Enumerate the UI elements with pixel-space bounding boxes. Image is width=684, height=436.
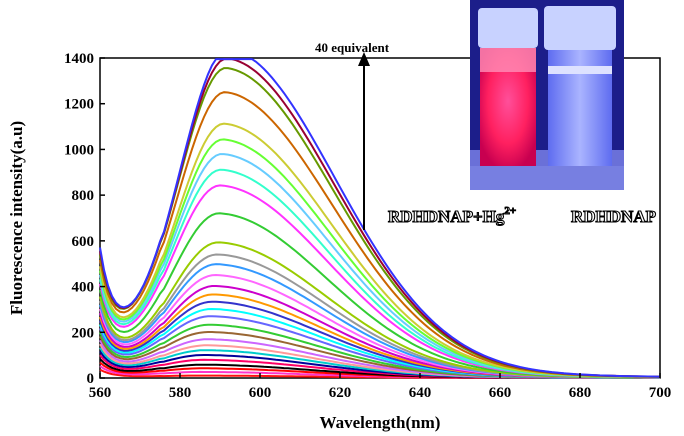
y-tick-label: 600 [72,234,95,250]
y-tick-label: 800 [72,188,95,204]
y-tick-label: 0 [87,371,95,387]
inset-photo [470,0,624,190]
x-tick-label: 620 [329,385,352,401]
vial-cap-right [544,6,616,50]
series-curve-30 [99,58,660,378]
y-axis-ticks: 0 200 400 600 800 1000 1200 1400 [64,51,105,387]
x-tick-label: 600 [249,385,272,401]
label-rdhdnap-hg: RDHDNAP+Hg2+ [388,205,516,226]
annotation-40-equivalent: 40 equivalent [315,40,390,55]
y-tick-label: 400 [72,280,95,296]
vial-cap-left [478,8,538,48]
increase-arrow-head [358,52,370,66]
x-tick-label: 580 [169,385,192,401]
y-tick-label: 1400 [64,51,94,67]
y-tick-label: 200 [72,325,95,341]
x-tick-label: 680 [569,385,592,401]
y-axis-title: Fluorescence intensity(a.u) [7,121,26,315]
y-tick-label: 1000 [64,142,94,158]
x-tick-label: 700 [649,385,672,401]
x-tick-label: 660 [489,385,512,401]
label-rdhdnap: RDHDNAP [571,207,656,226]
x-axis-title: Wavelength(nm) [320,413,441,432]
series-curves [99,58,661,379]
y-tick-label: 1200 [64,97,94,113]
x-tick-label: 640 [409,385,432,401]
x-axis-ticks: 560 580 600 620 640 660 680 700 [89,373,672,401]
x-tick-label: 560 [89,385,112,401]
